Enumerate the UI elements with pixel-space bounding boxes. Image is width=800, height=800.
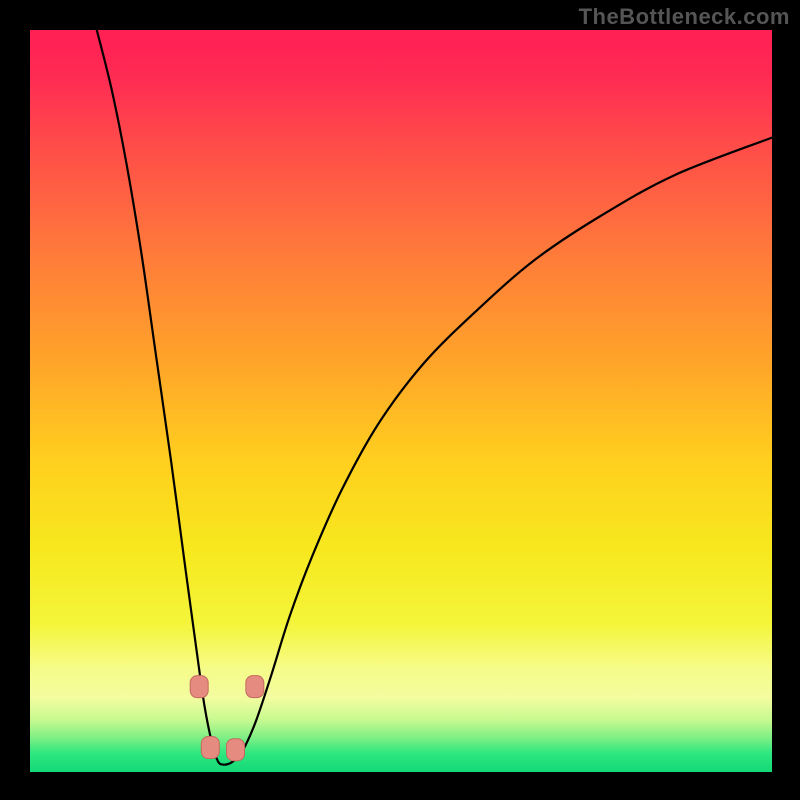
chart-frame: TheBottleneck.com	[0, 0, 800, 800]
bottleneck-curve	[97, 30, 772, 765]
curve-marker	[201, 737, 219, 759]
curve-marker	[190, 676, 208, 698]
curve-layer	[30, 30, 772, 772]
curve-marker	[227, 739, 245, 761]
watermark-text: TheBottleneck.com	[579, 4, 790, 30]
curve-marker	[246, 676, 264, 698]
marker-group	[190, 676, 264, 761]
plot-area	[30, 30, 772, 772]
